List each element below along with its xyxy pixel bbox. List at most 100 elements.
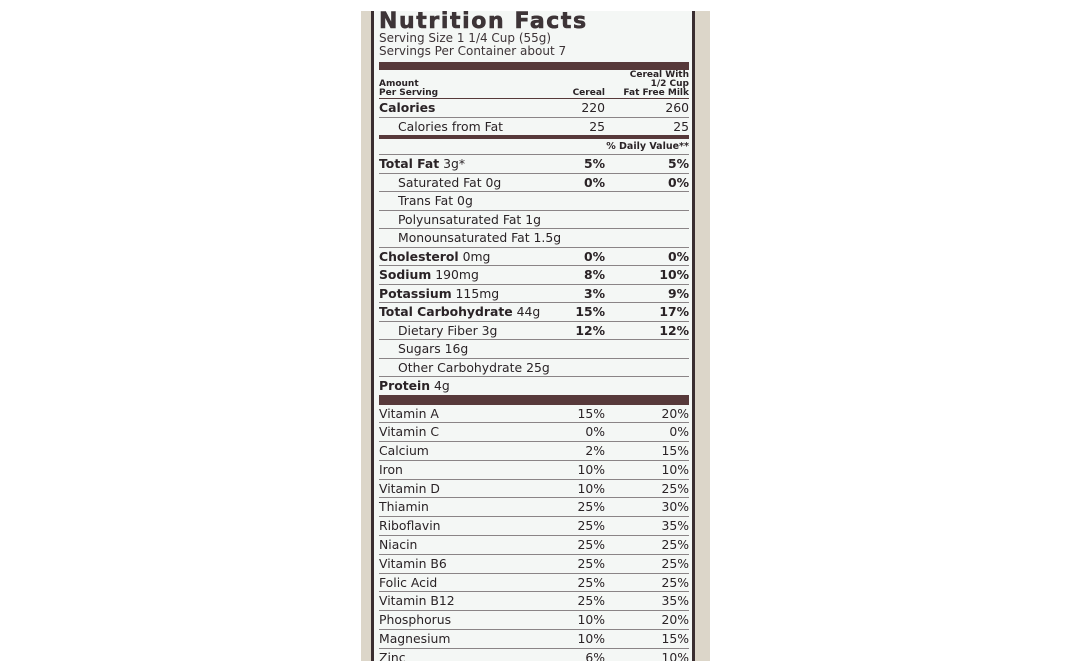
- nutrient-amount: Trans Fat 0g: [398, 193, 473, 208]
- nutrient-amount: 4g: [430, 378, 450, 393]
- nutrient-dv-with-milk: 10%: [659, 267, 689, 282]
- nutrient-row: Sugars 16g: [379, 339, 689, 358]
- vitamin-name: Vitamin B12: [379, 593, 455, 609]
- nutrient-row: Polyunsaturated Fat 1g: [379, 209, 689, 229]
- vitamin-dv-cereal: 10%: [577, 612, 605, 628]
- amount-label: Amount: [379, 79, 419, 89]
- calories-from-fat-row: Calories from Fat 25 25: [379, 116, 689, 136]
- vitamin-dv-with-milk: 0%: [669, 424, 689, 440]
- nutrient-row: Monounsaturated Fat 1.5g: [379, 228, 689, 247]
- vitamin-row: Niacin 25% 25%: [379, 535, 689, 554]
- nutrient-row: Cholesterol 0mg 0% 0%: [379, 246, 689, 266]
- nutrient-amount: Monounsaturated Fat 1.5g: [398, 230, 562, 245]
- vitamin-dv-with-milk: 25%: [661, 537, 689, 553]
- vitamin-row: Zinc 6% 10%: [379, 647, 689, 661]
- vitamin-row: Vitamin C 0% 0%: [379, 422, 689, 441]
- nutrient-dv-with-milk: 5%: [667, 156, 689, 171]
- col2-line1: Cereal With: [629, 70, 689, 80]
- panel-title: Nutrition Facts: [379, 11, 588, 34]
- calories-label: Calories: [379, 100, 436, 115]
- nutrient-dv-with-milk: 0%: [667, 174, 689, 190]
- vitamin-name: Riboflavin: [379, 518, 441, 534]
- vitamin-dv-cereal: 25%: [577, 518, 605, 534]
- vitamin-row: Magnesium 10% 15%: [379, 629, 689, 648]
- vitamin-dv-cereal: 10%: [577, 631, 605, 647]
- calories-row: Calories 220 260: [379, 98, 689, 117]
- column-header: Amount Per Serving Cereal Cereal With 1/…: [379, 70, 689, 98]
- nutrient-row: Other Carbohydrate 25g: [379, 357, 689, 377]
- vitamin-dv-with-milk: 25%: [661, 574, 689, 590]
- nutrient-dv-with-milk: 12%: [659, 322, 689, 338]
- nutrient-row: Dietary Fiber 3g 12% 12%: [379, 320, 689, 340]
- nutrient-dv-cereal: 0%: [583, 174, 605, 190]
- nutrition-content: Nutrition Facts Serving Size 1 1/4 Cup (…: [379, 11, 689, 661]
- nutrient-row: Trans Fat 0g: [379, 191, 689, 210]
- nutrient-dv-cereal: 0%: [583, 248, 605, 264]
- vitamin-row: Vitamin B6 25% 25%: [379, 553, 689, 573]
- vitamin-name: Niacin: [379, 537, 418, 553]
- vitamin-dv-cereal: 25%: [577, 555, 605, 571]
- nutrient-name: Sugars 16g: [398, 340, 468, 357]
- nutrient-name-bold: Sodium: [379, 267, 432, 282]
- nutrient-name: Polyunsaturated Fat 1g: [398, 211, 541, 228]
- vitamin-dv-cereal: 15%: [577, 405, 605, 421]
- nutrient-amount: Other Carbohydrate 25g: [398, 359, 550, 375]
- nutrient-name: Potassium 115mg: [379, 285, 499, 302]
- nutrient-amount: 190mg: [431, 267, 479, 282]
- nutrient-dv-with-milk: 0%: [667, 248, 689, 264]
- vitamin-dv-cereal: 25%: [577, 499, 605, 515]
- vitamin-dv-cereal: 2%: [585, 443, 605, 459]
- vitamin-name: Zinc: [379, 649, 406, 661]
- vitamin-dv-cereal: 10%: [577, 480, 605, 496]
- nutrient-list: Total Fat 3g* 5% 5% Saturated Fat 0g 0% 0% Tra…: [379, 154, 689, 395]
- vitamin-row: Vitamin A 15% 20%: [379, 405, 689, 423]
- nutrient-name: Other Carbohydrate 25g: [398, 359, 550, 376]
- nutrient-name-bold: Protein: [379, 378, 431, 393]
- vitamin-dv-with-milk: 35%: [661, 593, 689, 609]
- nutrient-name-bold: Potassium: [379, 285, 452, 301]
- nutrient-amount: Dietary Fiber 3g: [398, 322, 498, 338]
- nutrient-row: Total Fat 3g* 5% 5%: [379, 154, 689, 173]
- vitamin-row: Iron 10% 10%: [379, 459, 689, 479]
- vitamin-dv-cereal: 0%: [585, 424, 605, 440]
- calories-with-milk: 260: [665, 100, 689, 115]
- vitamin-name: Vitamin D: [379, 480, 440, 496]
- nutrient-row: Sodium 190mg 8% 10%: [379, 265, 689, 284]
- vitamin-name: Vitamin A: [379, 405, 439, 421]
- vitamin-dv-with-milk: 20%: [661, 612, 689, 628]
- servings-per-container: Servings Per Container about 7: [379, 44, 567, 58]
- vitamin-dv-with-milk: 15%: [661, 443, 689, 459]
- amount-per-serving: Amount Per Serving: [379, 80, 438, 98]
- vitamin-dv-cereal: 25%: [577, 537, 605, 553]
- nutrient-amount: 44g: [512, 304, 541, 319]
- vitamin-row: Thiamin 25% 30%: [379, 497, 689, 516]
- nutrient-row: Potassium 115mg 3% 9%: [379, 283, 689, 303]
- nutrient-name: Total Fat 3g*: [379, 155, 465, 172]
- nutrient-name: Monounsaturated Fat 1.5g: [398, 229, 561, 246]
- vitamin-name: Thiamin: [379, 499, 429, 515]
- nutrient-row: Protein 4g: [379, 376, 689, 395]
- vitamin-dv-with-milk: 25%: [661, 555, 689, 571]
- serving-size: Serving Size 1 1/4 Cup (55g): [379, 31, 552, 45]
- vitamin-name: Folic Acid: [379, 574, 438, 590]
- vitamin-row: Riboflavin 25% 35%: [379, 516, 689, 535]
- col2-line3: Fat Free Milk: [623, 88, 689, 98]
- nutrient-amount: 3g*: [439, 156, 466, 171]
- vitamin-name: Vitamin C: [379, 424, 440, 440]
- vitamin-dv-with-milk: 20%: [661, 405, 689, 421]
- vitamin-name: Calcium: [379, 443, 429, 459]
- vitamin-list: Vitamin A 15% 20% Vitamin C 0% 0% Calcium 2% 15%…: [379, 405, 689, 661]
- nutrient-dv-cereal: 15%: [575, 304, 605, 319]
- nutrient-amount: Polyunsaturated Fat 1g: [398, 211, 541, 227]
- per-serving-label: Per Serving: [379, 88, 439, 98]
- vitamin-dv-with-milk: 10%: [661, 649, 689, 661]
- column-cereal: Cereal: [572, 88, 605, 98]
- vitamin-name: Vitamin B6: [379, 555, 447, 571]
- nutrient-dv-cereal: 8%: [583, 267, 605, 282]
- calories-from-fat-label: Calories from Fat: [398, 118, 504, 134]
- vitamin-row: Folic Acid 25% 25%: [379, 572, 689, 592]
- vitamin-name: Magnesium: [379, 631, 451, 647]
- nutrient-amount: 115mg: [451, 285, 500, 301]
- vitamin-dv-with-milk: 25%: [661, 480, 689, 496]
- nutrient-name: Protein 4g: [379, 377, 450, 394]
